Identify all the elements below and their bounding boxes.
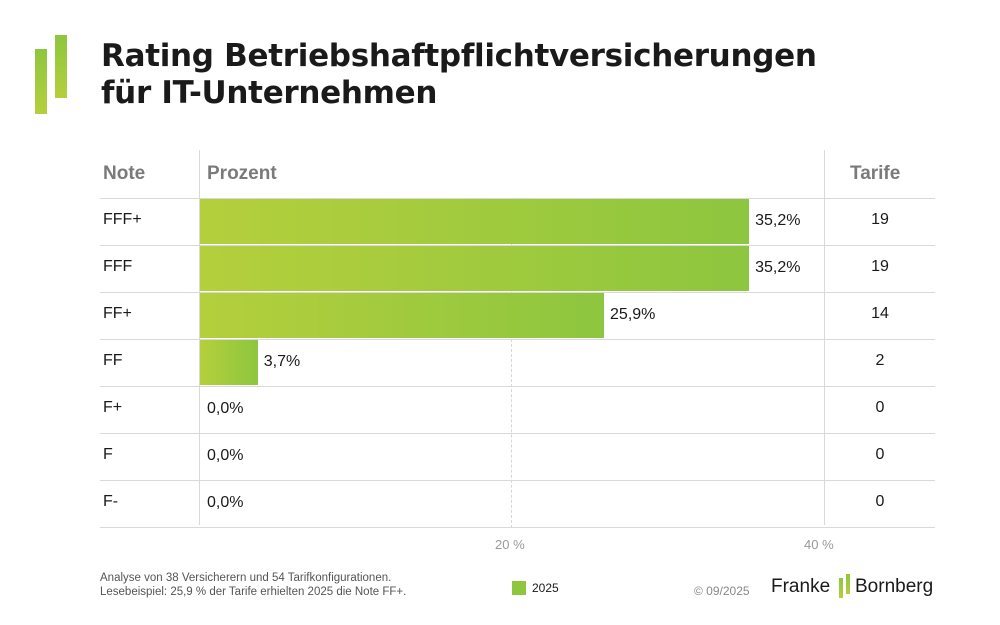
brand-bornberg: Bornberg bbox=[855, 576, 934, 597]
brand-franke: Franke bbox=[771, 576, 831, 597]
title-line-1: Rating Betriebshaftpflichtversicherungen bbox=[101, 38, 817, 74]
logo-bar-right bbox=[55, 35, 67, 98]
value-label: 25,9% bbox=[610, 306, 656, 323]
category-label: FF+ bbox=[103, 305, 132, 322]
tarife-count: 2 bbox=[875, 352, 885, 369]
logo-bar-left bbox=[35, 49, 47, 114]
value-label: 35,2% bbox=[755, 212, 801, 229]
footnote-line-2: Lesebeispiel: 25,9 % der Tarife erhielte… bbox=[100, 586, 407, 598]
bar-fff bbox=[200, 246, 750, 291]
bar-ff bbox=[200, 340, 258, 385]
legend-swatch-2025 bbox=[512, 581, 526, 595]
row-divider bbox=[100, 292, 935, 293]
category-label: FFF+ bbox=[103, 211, 142, 228]
value-label: 0,0% bbox=[207, 447, 244, 464]
value-label: 3,7% bbox=[263, 353, 301, 370]
header-note: Note bbox=[103, 163, 146, 184]
x-tick-20: 20 % bbox=[495, 537, 525, 552]
row-divider bbox=[100, 433, 935, 434]
row-divider bbox=[100, 386, 935, 387]
row-divider bbox=[100, 480, 935, 481]
tarife-count: 14 bbox=[871, 305, 889, 322]
value-label: 0,0% bbox=[207, 494, 244, 511]
tarife-count: 0 bbox=[875, 446, 885, 463]
chart-title: Rating Betriebshaftpflichtversicherungen… bbox=[101, 38, 817, 112]
legend-label-2025: 2025 bbox=[532, 581, 559, 595]
tarife-count: 19 bbox=[871, 211, 889, 228]
brand-mark-left bbox=[839, 578, 843, 598]
gridline-20 bbox=[511, 198, 512, 528]
row-divider bbox=[100, 339, 935, 340]
category-label: F bbox=[103, 446, 113, 463]
category-label: FF bbox=[103, 352, 123, 369]
category-label: F- bbox=[103, 493, 119, 510]
bar-ffplus bbox=[200, 293, 605, 338]
footnote-line-1: Analyse von 38 Versicherern und 54 Tarif… bbox=[100, 572, 392, 584]
row-divider bbox=[100, 198, 935, 199]
tarife-count: 0 bbox=[875, 399, 885, 416]
footnote: Analyse von 38 Versicherern und 54 Tarif… bbox=[100, 571, 406, 599]
copyright: © 09/2025 bbox=[694, 584, 750, 598]
header-prozent: Prozent bbox=[207, 163, 277, 184]
tarife-count: 19 bbox=[871, 258, 889, 275]
value-label: 35,2% bbox=[755, 259, 801, 276]
header-tarife: Tarife bbox=[850, 163, 901, 184]
brand-mark-right bbox=[846, 574, 850, 594]
row-divider bbox=[100, 527, 935, 528]
category-label: FFF bbox=[103, 258, 133, 275]
row-divider bbox=[100, 245, 935, 246]
category-label: F+ bbox=[103, 399, 123, 416]
column-divider-right bbox=[824, 150, 825, 525]
column-divider-left bbox=[199, 150, 200, 525]
value-label: 0,0% bbox=[207, 400, 244, 417]
bar-fffplus bbox=[200, 199, 750, 244]
x-tick-40: 40 % bbox=[804, 537, 834, 552]
title-line-2: für IT-Unternehmen bbox=[101, 75, 438, 111]
tarife-count: 0 bbox=[875, 493, 885, 510]
